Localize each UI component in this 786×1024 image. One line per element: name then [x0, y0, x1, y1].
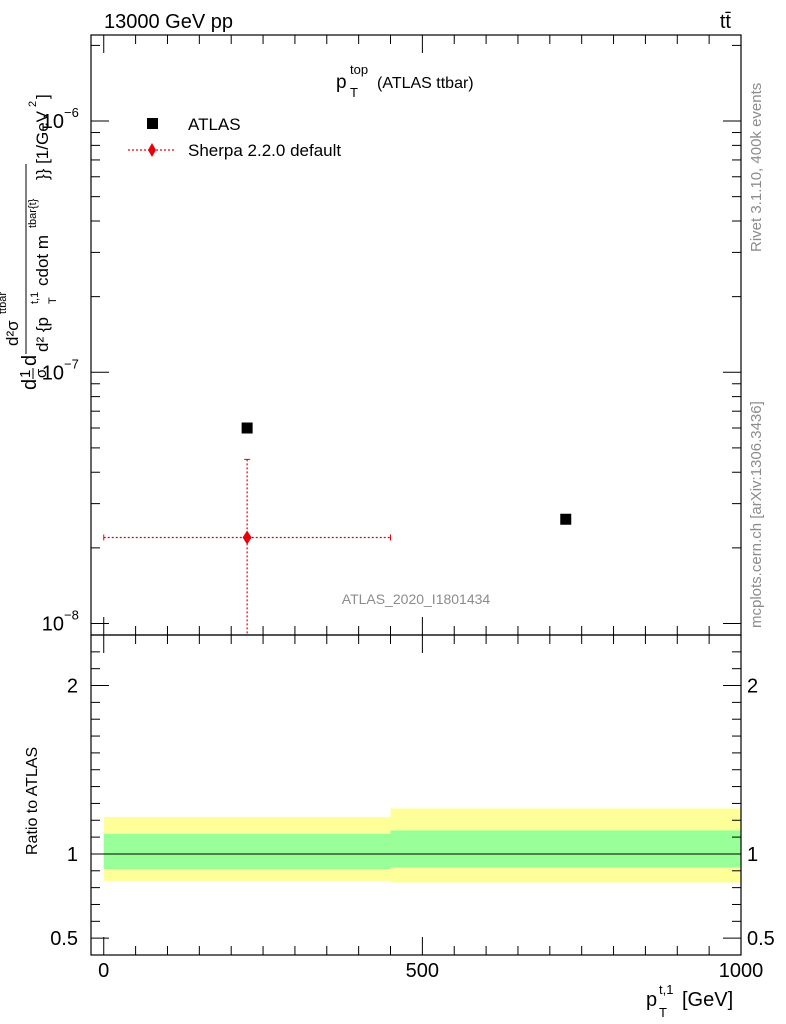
legend-atlas-label: ATLAS [188, 115, 241, 134]
ylabel-den: d² {p [33, 317, 52, 352]
main-ytick-label-exp: −8 [64, 608, 79, 623]
plot-title: p top T (ATLAS ttbar) [336, 62, 474, 100]
rivet-label: Rivet 3.1.10, 400k events [748, 83, 765, 252]
ylabel-den-mid: cdot m [33, 235, 52, 286]
ylabel-den-end: }} [1/GeV [33, 110, 52, 180]
legend: ATLAS Sherpa 2.2.0 default [128, 115, 341, 160]
atlas-point [241, 422, 253, 434]
main-ylabel: d 1 σ d d²σ ttbar d² {p t,1 T cdot m tba… [0, 94, 59, 390]
xlabel: p t,1 T [GeV] [646, 982, 733, 1020]
ylabel-d2: d [19, 355, 41, 366]
axis-ticks [91, 35, 742, 955]
ylabel-den-sup: t,1 [29, 292, 41, 304]
mcplots-label: mcplots.cern.ch [arXiv:1306.3436] [748, 401, 765, 628]
atlas-point [560, 513, 572, 525]
title-main: p [336, 72, 347, 93]
main-ytick-label: 10 [42, 111, 64, 133]
ratio-ylabel: Ratio to ATLAS [24, 747, 41, 855]
ratio-ytick-label-left: 0.5 [50, 928, 78, 950]
legend-sherpa-label: Sherpa 2.2.0 default [188, 141, 341, 160]
ylabel-den-exp: 2 [27, 101, 39, 107]
ratio-xtick-label: 500 [406, 960, 439, 982]
main-ytick-label: 10 [42, 362, 64, 384]
band-inner-0 [103, 833, 391, 870]
ratio-xtick-label: 1000 [719, 960, 764, 982]
ylabel-den-sup2: tbar{t} [27, 198, 39, 228]
xlabel-rest: [GeV] [682, 989, 733, 1011]
ylabel-one: 1 [17, 370, 34, 378]
xlabel-sup: t,1 [659, 982, 673, 997]
xlabel-main: p [646, 989, 657, 1011]
ratio-ytick-label-right: 0.5 [747, 928, 775, 950]
title-sup: top [350, 62, 368, 77]
ylabel-num-sup: ttbar [0, 292, 9, 314]
title-rest: (ATLAS ttbar) [377, 75, 474, 92]
ratio-bands [103, 808, 741, 883]
xlabel-sub: T [659, 1005, 667, 1020]
sherpa-point [242, 530, 252, 545]
ratio-ytick-label-left: 1 [67, 844, 78, 866]
ratio-xtick-label: 0 [98, 960, 109, 982]
band-inner-1 [390, 830, 741, 868]
process-label: 13000 GeV pp [104, 11, 233, 33]
ratio-ytick-label-right: 1 [747, 844, 758, 866]
ratio-plot-frame [90, 634, 742, 956]
ylabel-den-sub: T [47, 297, 59, 304]
legend-sherpa-marker [148, 143, 156, 157]
analysis-watermark: ATLAS_2020_I1801434 [342, 591, 491, 607]
title-sub: T [350, 85, 358, 100]
main-ytick-label-exp: −7 [64, 356, 79, 371]
final-state-label: tt̄ [720, 11, 732, 33]
main-ytick-label-exp: −6 [64, 105, 79, 120]
ratio-ytick-label-left: 2 [67, 676, 78, 698]
ylabel-sigma: σ [33, 368, 50, 378]
data-marks [103, 422, 572, 635]
ylabel-den-close: ] [33, 94, 52, 99]
ylabel-num: d²σ [3, 320, 22, 346]
ylabel-d: d [19, 379, 41, 390]
ratio-ytick-label-right: 2 [747, 676, 758, 698]
main-ytick-label: 10 [42, 614, 64, 636]
legend-atlas-marker [147, 118, 158, 129]
